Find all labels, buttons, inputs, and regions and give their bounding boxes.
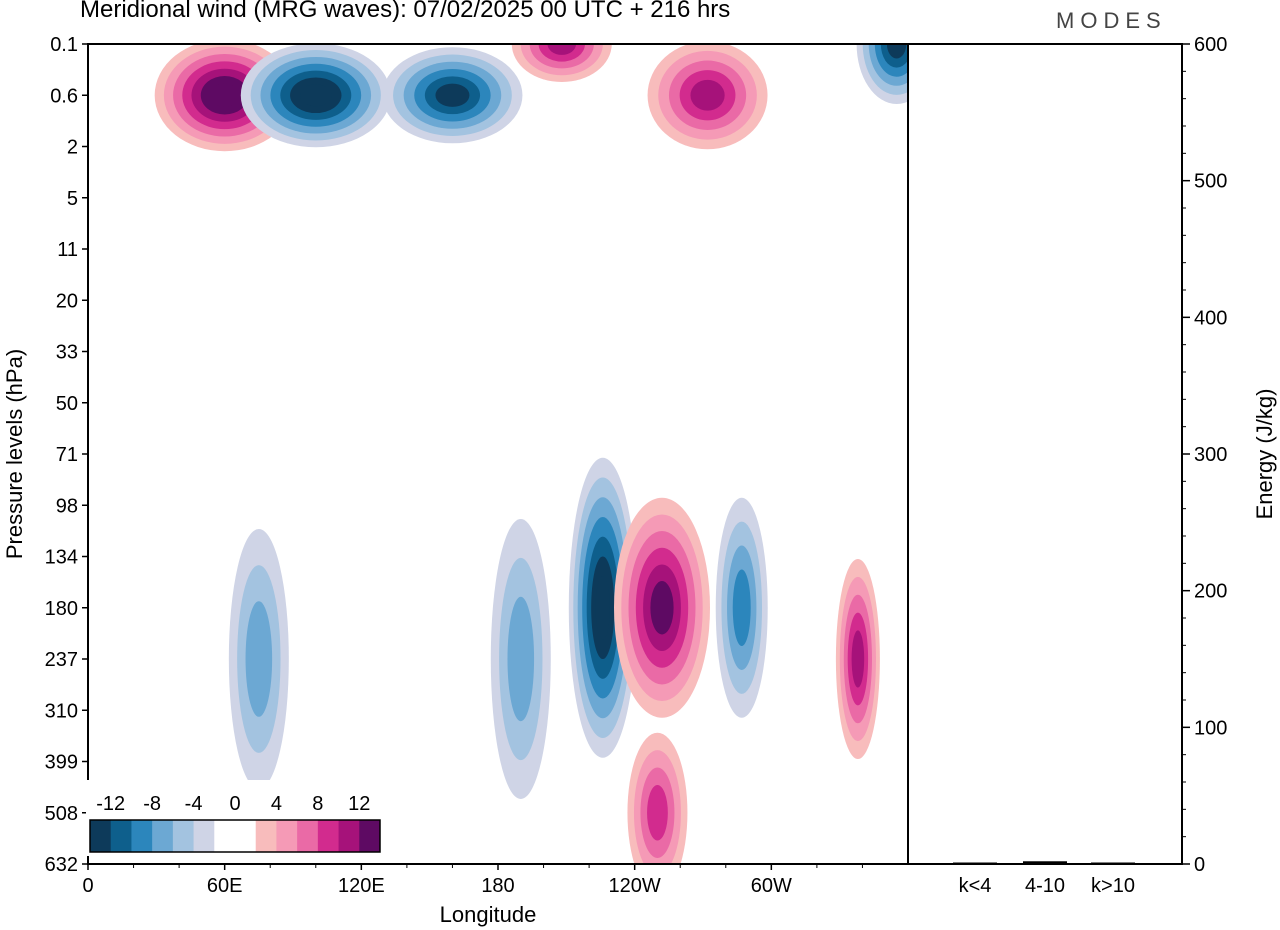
y-tick-label: 237 (45, 649, 78, 671)
contour-feature (490, 519, 551, 799)
contour-level (886, 44, 907, 59)
contour-feature (511, 44, 612, 82)
contour-level (647, 784, 668, 841)
y-tick-label: 399 (45, 752, 78, 774)
colorbar-swatch (276, 820, 298, 852)
colorbar-swatch (297, 820, 319, 852)
contour-feature (240, 44, 391, 148)
y-tick-label: 33 (56, 342, 78, 364)
colorbar-label: 12 (348, 793, 370, 815)
colorbar-swatch (338, 820, 360, 852)
y-tick-label: 11 (57, 239, 78, 261)
colorbar-swatch (131, 820, 153, 852)
energy-y-tick-label: 0 (1194, 854, 1205, 876)
contour-level (650, 581, 674, 635)
colorbar-label: -4 (185, 793, 203, 815)
x-tick-label: 120E (338, 875, 385, 897)
x-tick-label: 60W (751, 875, 792, 897)
contour-level (209, 83, 240, 108)
contour-field (154, 44, 908, 864)
contour-feature (568, 457, 637, 758)
colorbar-swatch (359, 820, 381, 852)
contour-feature (228, 529, 289, 789)
colorbar-swatch (317, 820, 340, 852)
contour-level (245, 601, 273, 717)
energy-bar (1023, 861, 1067, 864)
energy-y-tick-label: 200 (1194, 581, 1227, 603)
x-tick-label: 60E (207, 875, 243, 897)
energy-y-tick-label: 300 (1194, 444, 1227, 466)
colorbar-swatch (152, 820, 174, 852)
colorbar-swatch (172, 820, 195, 852)
colorbar-swatch (214, 820, 236, 852)
contour-feature (647, 44, 768, 150)
y-tick-label: 0.1 (50, 34, 78, 56)
y-tick-label: 2 (67, 137, 78, 159)
contour-level (547, 44, 577, 55)
y-tick-label: 180 (45, 598, 78, 620)
colorbar-swatch (110, 820, 132, 852)
y-tick-label: 310 (45, 700, 78, 722)
colorbar-label: -8 (143, 793, 161, 815)
y-tick-label: 508 (45, 803, 78, 825)
contour-level (299, 84, 332, 107)
energy-y-tick-label: 500 (1194, 171, 1227, 193)
x-tick-label: 0 (82, 875, 93, 897)
chart-title: Meridional wind (MRG waves): 07/02/2025 … (80, 0, 731, 23)
contour-level (732, 569, 751, 647)
x-tick-label: 120W (609, 875, 661, 897)
y-axis-label: Pressure levels (hPa) (2, 349, 27, 559)
energy-axis-label: Energy (J/kg) (1252, 389, 1277, 520)
contour-feature (627, 732, 688, 864)
contour-level (507, 596, 535, 722)
y-tick-label: 5 (67, 188, 78, 210)
energy-y-tick-label: 400 (1194, 307, 1227, 329)
energy-y-tick-label: 100 (1194, 717, 1227, 739)
colorbar-frame (89, 819, 381, 853)
axes: 0.1 0.6 2 5 11 20 33 50 71 98 134 180 237 310 399 508 63… (2, 34, 1277, 927)
y-tick-label: 98 (56, 495, 78, 517)
y-tick-label: 0.6 (50, 85, 78, 107)
energy-category-label: 4-10 (1025, 875, 1065, 897)
contour-level (690, 79, 725, 111)
colorbar-label: 0 (229, 793, 240, 815)
colorbar-swatch (235, 820, 257, 852)
y-tick-label: 20 (56, 290, 78, 312)
contour-feature (835, 559, 880, 759)
colorbar-label: -12 (96, 793, 125, 815)
x-tick-label: 180 (481, 875, 514, 897)
y-tick-label: 71 (56, 444, 78, 466)
colorbar-swatch (193, 820, 215, 852)
contour-feature (382, 47, 523, 144)
y-tick-label: 632 (45, 854, 78, 876)
colorbar-label: 8 (312, 793, 323, 815)
energy-bar (953, 862, 997, 864)
energy-category-label: k<4 (959, 875, 992, 897)
y-tick-label: 134 (45, 547, 78, 569)
x-axis-label: Longitude (440, 902, 537, 927)
modes-logo: MODES (1056, 8, 1167, 33)
contour-feature (614, 497, 710, 718)
contour-level (435, 83, 470, 107)
y-tick-label: 50 (56, 393, 78, 415)
energy-bar (1091, 862, 1135, 864)
colorbar-swatch (255, 820, 277, 852)
contour-feature (715, 497, 768, 718)
energy-category-label: k>10 (1091, 875, 1135, 897)
contour-level (595, 576, 610, 640)
contour-feature (856, 44, 908, 104)
colorbar-label: 4 (271, 793, 282, 815)
contour-level (851, 630, 865, 688)
energy-panel-frame (907, 43, 1183, 865)
colorbar-swatch (90, 820, 112, 852)
energy-y-tick-label: 600 (1194, 34, 1227, 56)
